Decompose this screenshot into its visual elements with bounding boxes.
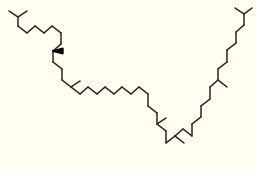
- Polygon shape: [53, 48, 63, 54]
